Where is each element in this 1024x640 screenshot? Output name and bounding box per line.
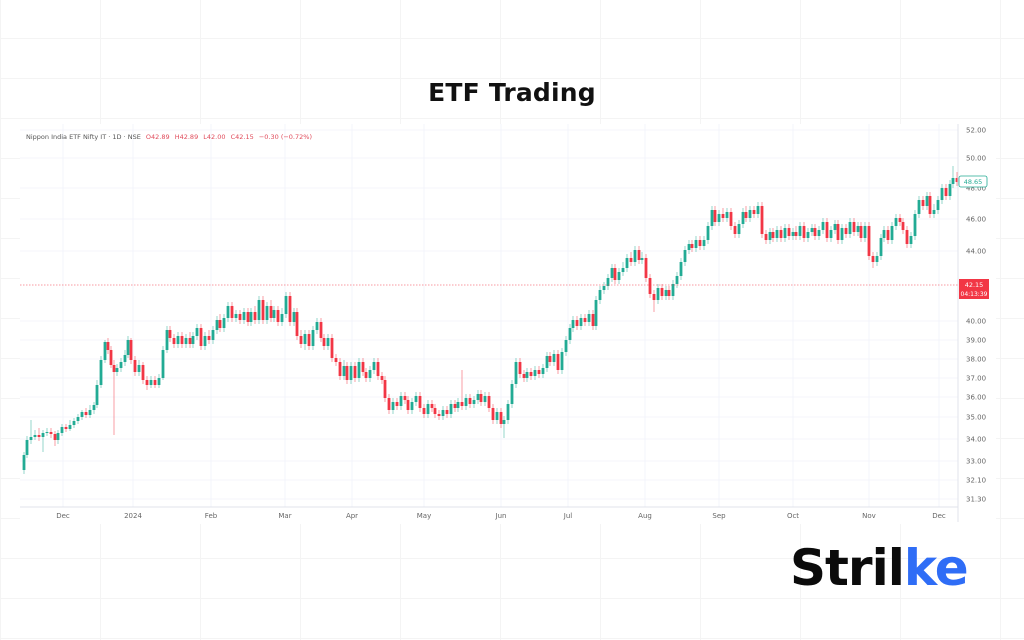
price-tick-label: 44.00 — [966, 248, 986, 256]
page-title: ETF Trading — [428, 78, 596, 107]
time-tick-label: Aug — [638, 512, 652, 520]
time-tick-label: Apr — [346, 512, 358, 520]
time-tick-label: Jun — [495, 512, 507, 520]
time-tick-label: Mar — [278, 512, 291, 520]
last-price-marker: 42.15 04:13:39 — [959, 279, 989, 299]
time-tick-label: 2024 — [124, 512, 142, 520]
time-tick-label: Feb — [205, 512, 218, 520]
prev-close-marker: 48.65 — [958, 175, 988, 188]
time-tick-label: Dec — [56, 512, 70, 520]
time-axis[interactable]: Dec 2024 Feb Mar Apr May Jun Jul Aug Sep Oct Nov Dec — [56, 512, 946, 520]
price-tick-label: 40.00 — [966, 318, 986, 326]
time-tick-label: Jul — [563, 512, 573, 520]
price-tick-label: 36.00 — [966, 394, 986, 402]
time-tick-label: Sep — [712, 512, 726, 520]
price-axis[interactable]: 52.00 50.00 48.00 46.00 44.00 40.00 39.00 38.00… — [966, 127, 986, 504]
logo-accent-text: ke — [903, 539, 969, 597]
candlestick-chart[interactable]: 52.00 50.00 48.00 46.00 44.00 40.00 39.00 38.00… — [20, 124, 996, 524]
price-tick-label: 32.10 — [966, 477, 986, 485]
price-tick-label: 50.00 — [966, 155, 986, 163]
price-tick-label: 39.00 — [966, 337, 986, 345]
logo-main-text: Stril — [790, 539, 905, 597]
time-tick-label: Oct — [787, 512, 799, 520]
svg-text:42.15: 42.15 — [965, 281, 984, 289]
chart-canvas[interactable]: 52.00 50.00 48.00 46.00 44.00 40.00 39.00 38.00… — [20, 124, 996, 524]
svg-text:48.65: 48.65 — [964, 178, 983, 186]
low-value: L42.00 — [203, 133, 226, 141]
price-tick-label: 48.00 — [966, 185, 986, 193]
price-tick-label: 52.00 — [966, 127, 986, 135]
price-tick-label: 46.00 — [966, 216, 986, 224]
price-tick-label: 38.00 — [966, 356, 986, 364]
time-tick-label: Dec — [932, 512, 946, 520]
strike-logo: Strilke — [790, 538, 969, 598]
symbol-label: Nippon India ETF Nifty IT · 1D · NSE — [26, 133, 141, 141]
open-value: O42.89 — [145, 133, 170, 141]
price-tick-label: 37.00 — [966, 375, 986, 383]
time-tick-label: May — [417, 512, 431, 520]
time-tick-label: Nov — [862, 512, 876, 520]
svg-text:04:13:39: 04:13:39 — [961, 291, 988, 298]
price-tick-label: 31.30 — [966, 496, 986, 504]
change-value: −0.30 (−0.72%) — [258, 133, 312, 141]
price-tick-label: 35.00 — [966, 414, 986, 422]
gridlines — [20, 124, 958, 507]
candles — [22, 166, 959, 474]
chart-legend: Nippon India ETF Nifty IT · 1D · NSE O42… — [26, 133, 312, 141]
price-tick-label: 33.00 — [966, 458, 986, 466]
price-tick-label: 34.00 — [966, 436, 986, 444]
close-value: C42.15 — [230, 133, 254, 141]
high-value: H42.89 — [174, 133, 199, 141]
